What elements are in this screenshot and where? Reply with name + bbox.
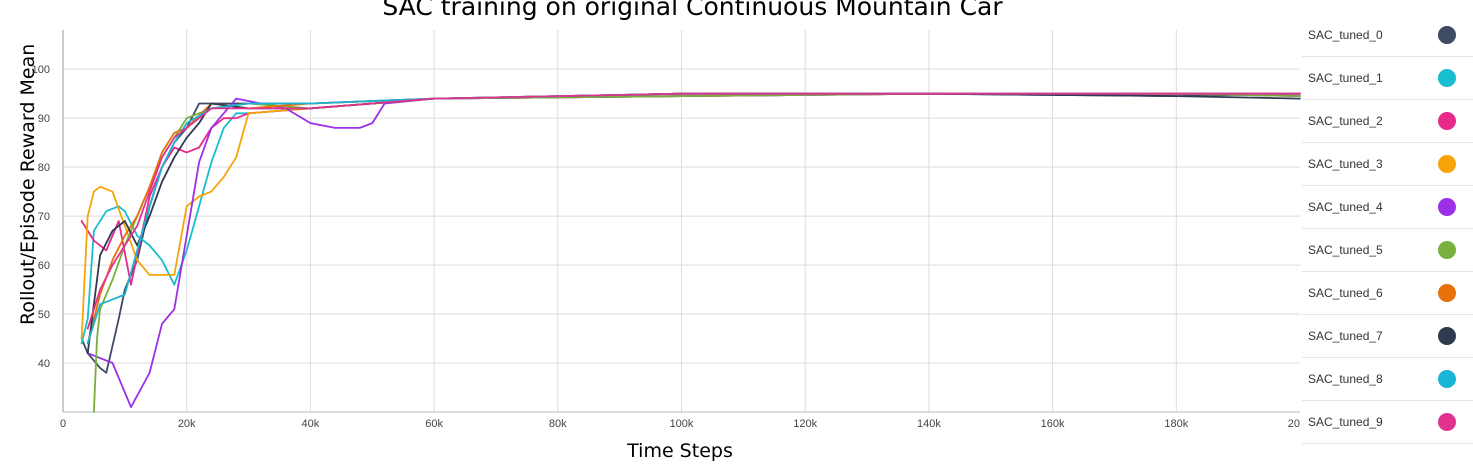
legend-item: SAC_tuned_7 [1302, 315, 1473, 358]
y-tick-label: 40 [38, 358, 50, 370]
x-tick-label: 20 [1288, 418, 1300, 430]
x-tick-label: 100k [670, 418, 694, 430]
axes [62, 30, 1300, 413]
legend-item: SAC_tuned_2 [1302, 100, 1473, 143]
series-line-4 [86, 92, 1301, 409]
legend-swatch [1438, 284, 1456, 302]
chart-title: SAC training on original Continuous Moun… [382, 0, 1003, 21]
legend-swatch [1438, 241, 1456, 259]
x-tick-label: 160k [1041, 418, 1065, 430]
legend-label: SAC_tuned_3 [1308, 157, 1383, 171]
legend-label: SAC_tuned_5 [1308, 243, 1383, 257]
legend-item: SAC_tuned_3 [1302, 143, 1473, 186]
legend-swatch [1438, 69, 1456, 87]
legend-item: SAC_tuned_1 [1302, 57, 1473, 100]
legend-label: SAC_tuned_4 [1308, 200, 1383, 214]
y-tick-label: 60 [38, 260, 50, 272]
series-line-0 [80, 92, 1301, 374]
x-tick-label: 60k [425, 418, 443, 430]
legend-swatch [1438, 26, 1456, 44]
series-line-1 [80, 92, 1301, 345]
y-tick-label: 100 [32, 64, 50, 76]
y-tick-label: 90 [38, 113, 50, 125]
legend-label: SAC_tuned_9 [1308, 415, 1383, 429]
legend-swatch [1438, 370, 1456, 388]
legend-label: SAC_tuned_2 [1308, 114, 1383, 128]
legend-swatch [1438, 112, 1456, 130]
legend-item: SAC_tuned_0 [1302, 14, 1473, 57]
x-axis-label: Time Steps [627, 440, 733, 462]
legend-item: SAC_tuned_8 [1302, 358, 1473, 401]
series-lines [80, 92, 1301, 413]
x-tick-label: 80k [549, 418, 567, 430]
y-tick-label: 50 [38, 309, 50, 321]
legend-label: SAC_tuned_1 [1308, 71, 1383, 85]
y-tick-label: 80 [38, 162, 50, 174]
x-tick-label: 120k [793, 418, 817, 430]
x-tick-label: 180k [1164, 418, 1188, 430]
legend-label: SAC_tuned_8 [1308, 372, 1383, 386]
tick-labels: 40 50 60 70 80 90 100 0 20k 40k 60k 80k 100k 120k 140k… [32, 64, 1300, 430]
legend-swatch [1438, 198, 1456, 216]
legend-label: SAC_tuned_6 [1308, 286, 1383, 300]
legend-item: SAC_tuned_5 [1302, 229, 1473, 272]
x-tick-label: 0 [60, 418, 66, 430]
x-tick-label: 40k [302, 418, 320, 430]
legend-item: SAC_tuned_9 [1302, 401, 1473, 444]
x-tick-label: 20k [178, 418, 196, 430]
legend-swatch [1438, 327, 1456, 345]
series-line-9 [86, 92, 1301, 330]
y-tick-label: 70 [38, 211, 50, 223]
series-line-8 [86, 92, 1301, 345]
x-tick-label: 140k [917, 418, 941, 430]
series-line-6 [86, 92, 1301, 345]
legend-label: SAC_tuned_0 [1308, 28, 1383, 42]
legend-item: SAC_tuned_6 [1302, 272, 1473, 315]
series-line-5 [93, 92, 1301, 413]
legend: SAC_tuned_0 SAC_tuned_1 SAC_tuned_2 SAC_tun… [1302, 14, 1473, 444]
legend-swatch [1438, 413, 1456, 431]
grid [63, 30, 1300, 412]
series-line-2 [80, 92, 1301, 286]
line-chart: 40 50 60 70 80 90 100 0 20k 40k 60k 80k 100k 120k 140k… [32, 30, 1301, 430]
legend-item: SAC_tuned_4 [1302, 186, 1473, 229]
legend-swatch [1438, 155, 1456, 173]
legend-label: SAC_tuned_7 [1308, 329, 1383, 343]
